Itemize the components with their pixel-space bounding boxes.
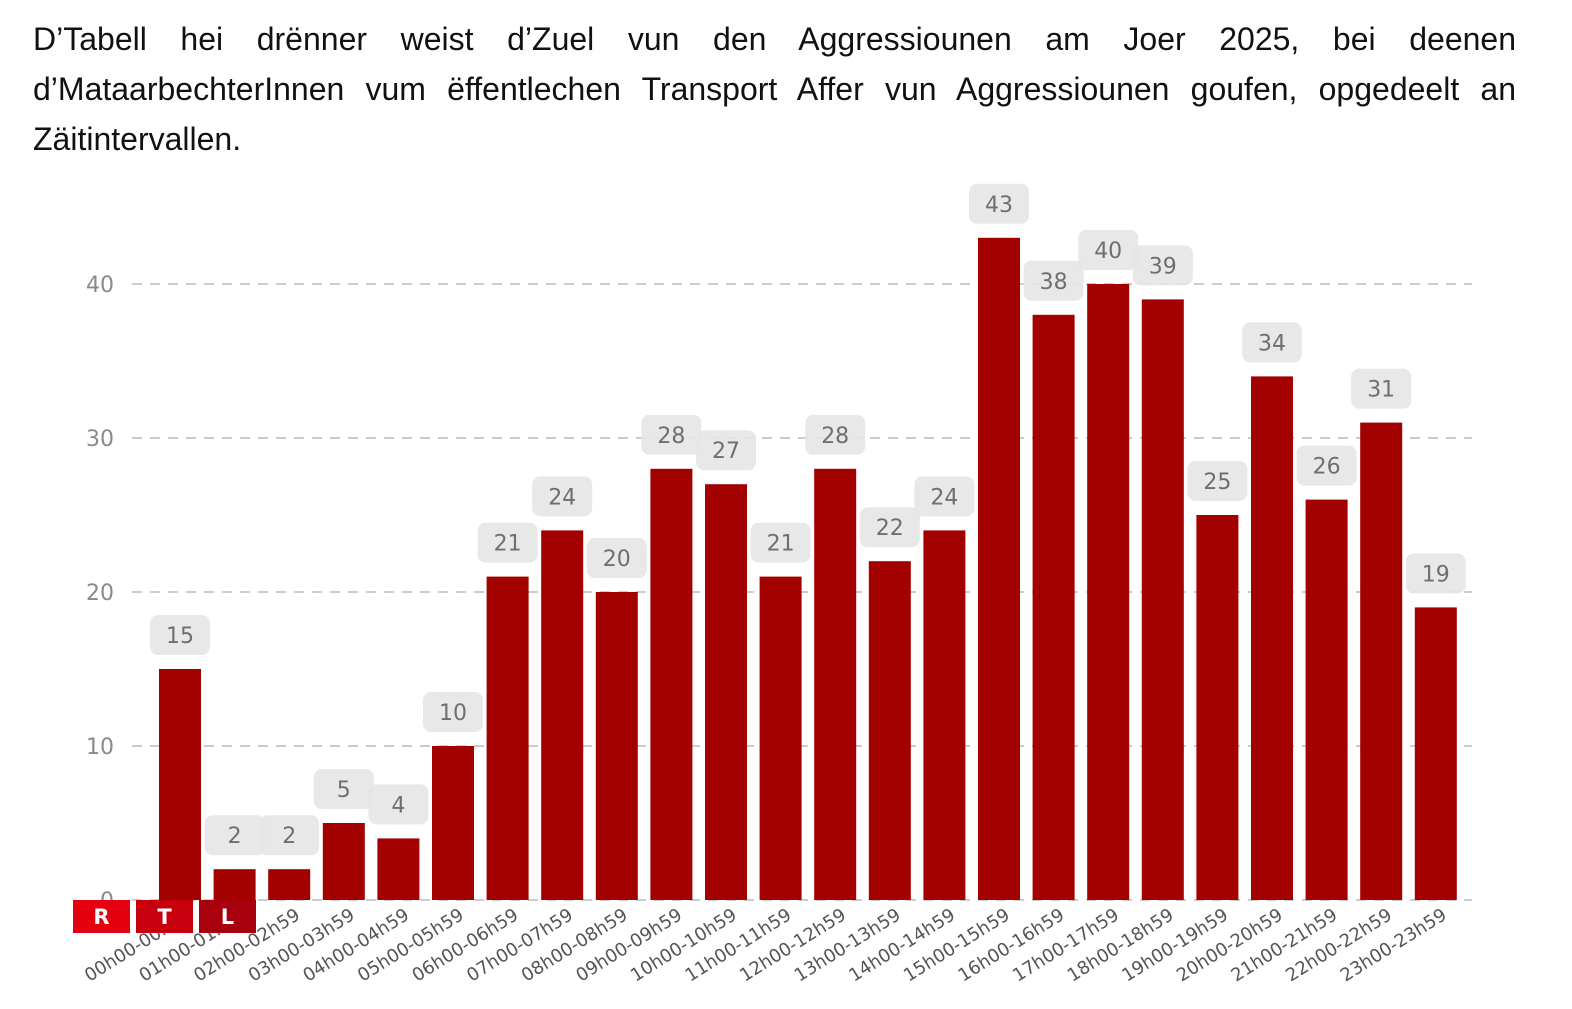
value-label-bg xyxy=(914,476,975,517)
value-label: 21 xyxy=(767,532,795,557)
logo-letter-l: L xyxy=(199,900,256,933)
value-label: 21 xyxy=(494,532,522,557)
value-label-layer: 152 2541021242028272128222443384039253426… xyxy=(150,183,1466,856)
logo-letter-t: T xyxy=(136,900,193,933)
value-label: 24 xyxy=(548,485,576,510)
value-label-bg xyxy=(750,522,811,563)
value-label: 24 xyxy=(930,485,958,510)
caption-text: D’Tabell hei drënner weist d’Zuel vun de… xyxy=(33,21,1516,157)
value-label-bg xyxy=(259,815,320,856)
value-label: 40 xyxy=(1094,239,1122,264)
value-label: 34 xyxy=(1258,331,1286,356)
value-label: 26 xyxy=(1313,455,1341,480)
value-label: 25 xyxy=(1203,470,1231,495)
value-label-bg xyxy=(1078,230,1139,270)
value-label-bg xyxy=(1023,260,1084,301)
value-label-bg xyxy=(368,784,429,825)
value-label: 19 xyxy=(1422,562,1450,587)
y-tick-label: 10 xyxy=(86,735,114,760)
bar xyxy=(322,823,365,900)
bar xyxy=(978,237,1020,901)
value-label-bg xyxy=(1405,553,1466,594)
bar xyxy=(923,530,966,900)
value-label: 31 xyxy=(1367,378,1395,403)
bar xyxy=(486,576,529,900)
value-label: 2 xyxy=(228,824,242,849)
y-tick-label: 30 xyxy=(86,427,114,452)
bar xyxy=(650,468,693,900)
value-label-bg xyxy=(1242,322,1302,363)
value-label: 28 xyxy=(821,424,849,449)
value-label-bg xyxy=(477,522,538,563)
rtl-logo: R T L xyxy=(73,900,256,933)
value-label-bg xyxy=(313,769,374,809)
value-label-bg xyxy=(423,692,483,732)
value-label: 28 xyxy=(657,424,685,449)
value-label-bg xyxy=(586,538,647,578)
value-label: 15 xyxy=(166,624,194,649)
value-label: 20 xyxy=(603,547,631,572)
bar xyxy=(759,576,802,900)
bar xyxy=(814,468,857,900)
value-label-bg xyxy=(641,414,702,455)
value-label: 4 xyxy=(391,793,405,818)
y-tick-label: 20 xyxy=(86,581,114,606)
bar xyxy=(432,746,474,900)
value-label-bg xyxy=(1351,368,1412,409)
bar xyxy=(1196,515,1239,900)
value-label: 22 xyxy=(876,516,904,541)
bar xyxy=(1414,607,1457,900)
value-label-bg xyxy=(1132,245,1193,286)
bar xyxy=(705,484,747,900)
bar-layer xyxy=(159,237,1457,901)
value-label-bg xyxy=(696,430,756,471)
bar xyxy=(541,530,584,900)
value-label-bg xyxy=(1296,445,1357,486)
value-label-bg xyxy=(150,615,210,655)
value-label: 5 xyxy=(337,778,351,803)
value-label-bg xyxy=(204,815,265,856)
bar xyxy=(213,869,256,900)
value-label: 38 xyxy=(1040,270,1068,295)
bar xyxy=(1141,299,1184,900)
value-label-bg xyxy=(969,183,1029,224)
bar xyxy=(1305,499,1348,900)
bar xyxy=(1032,314,1075,900)
y-tick-label: 40 xyxy=(86,273,114,298)
value-label: 27 xyxy=(712,439,740,464)
value-label: 10 xyxy=(439,701,467,726)
value-label-bg xyxy=(859,507,920,548)
logo-letter-r: R xyxy=(73,900,130,933)
bar xyxy=(1251,376,1293,900)
value-label: 39 xyxy=(1149,254,1177,279)
value-label: 43 xyxy=(985,193,1013,218)
bar xyxy=(377,838,420,900)
category-label-layer: 00h00-00h5901h00-01h5902h00-02h5903h00-0… xyxy=(81,904,1450,986)
bar xyxy=(268,869,311,900)
bar xyxy=(595,592,638,900)
bar xyxy=(1087,284,1130,900)
value-label-bg xyxy=(1187,461,1248,501)
bar xyxy=(1360,422,1403,900)
bar xyxy=(159,669,201,900)
value-label-bg xyxy=(805,414,866,455)
value-label-bg xyxy=(532,476,593,517)
value-label: 2 xyxy=(282,824,296,849)
bar xyxy=(868,561,911,900)
